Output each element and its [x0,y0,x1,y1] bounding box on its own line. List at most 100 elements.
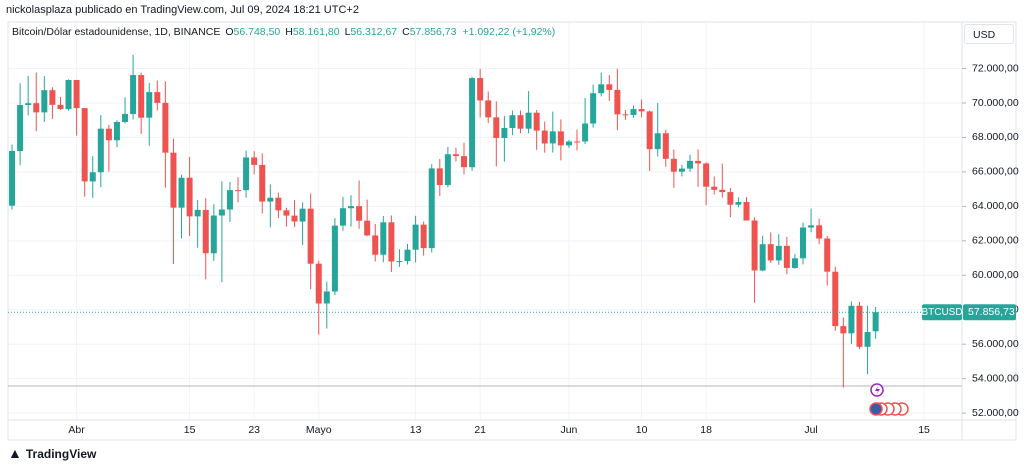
x-tick-label: Jun [560,424,577,436]
events [869,383,909,416]
candle-body [81,108,88,182]
y-tick-label: 60.000,00 [972,269,1019,281]
ohlc-key: C [402,26,410,38]
candle-body [444,154,451,186]
symbol: Bitcoin/Dólar estadounidense, 1D, BINANC… [12,26,221,38]
candle-body [25,103,32,106]
x-tick-label: Jul [804,424,817,436]
candle-body [452,154,459,157]
candle-body [630,109,637,115]
header: nickolasplaza publicado en TradingView.c… [6,4,359,16]
candle-body [477,78,484,101]
candle-body [751,220,758,271]
symbol-tag-text: BTCUSD [921,307,962,318]
candle-body [162,102,169,153]
candle-body [291,215,298,222]
candle-body [719,189,726,193]
candle-body [533,112,540,131]
ohlc-value: 58.161,80 [292,26,340,38]
candle-body [582,123,589,142]
candle-body [17,105,24,152]
brand: ▲ TradingView [8,445,97,461]
candle-body [695,160,702,164]
ohlc-key: O [225,26,234,38]
symbol-tag [922,304,962,321]
candle-body [436,168,443,186]
candle-body [194,209,201,217]
candle-body [41,90,48,113]
candle-body [89,172,96,182]
candle-body [412,224,419,250]
candle-body [832,271,839,327]
candle-body [243,157,250,191]
candle-body [315,263,322,304]
event-icon [869,402,883,416]
price-tag [963,304,1016,321]
candle-body [210,215,217,254]
x-tick-label: 21 [474,424,486,436]
candle-body [49,90,56,105]
candle-body [743,202,750,221]
candle-body [711,186,718,190]
candle-body [517,115,524,129]
candle-body [703,163,710,187]
change: +1.092,22 (+1,92%) [462,26,556,38]
candle-body [622,114,629,116]
candle-body [783,245,790,268]
candle-body [33,103,40,113]
candle-body [678,168,685,172]
brand-text: TradingView [25,447,97,461]
x-tick-label: Mayo [306,424,332,436]
y-tick-label: 70.000,00 [972,97,1019,109]
candle-body [525,112,532,129]
candle-body [331,225,338,292]
y-tick-label: 66.000,00 [972,166,1019,178]
candle-body [509,115,516,128]
y-tick-label: 72.000,00 [972,62,1019,74]
candle-body [122,114,129,122]
ohlc-key: L [344,26,351,38]
candle-body [226,190,233,210]
candle-body [791,258,798,268]
candle-body [105,128,112,141]
ohlc-value: 56.748,50 [233,26,281,38]
candle-body [138,75,145,118]
candle-body [461,156,468,168]
candle-body [307,208,314,264]
candle-body [735,202,742,205]
candle-body [283,210,290,216]
candle-body [654,133,661,150]
candle-body [541,130,548,144]
candle-body [170,152,177,208]
candle-body [73,80,80,109]
candle-body [638,109,645,112]
candle-body [687,160,694,169]
currency-button[interactable]: USD [964,24,1014,44]
ohlc-value: 56.312,67 [350,26,398,38]
candle-body [848,305,855,334]
candle-body [154,92,161,103]
x-tick-label: Abr [68,424,85,436]
candle-body [130,75,137,115]
candle-body [775,245,782,261]
y-tick-label: 62.000,00 [972,235,1019,247]
candle-body [404,249,411,262]
price-tag-text: 57.856,73 [968,306,1015,318]
candle-body [646,111,653,150]
ohlc-value: 57.856,73 [409,26,457,38]
candle-body [614,89,621,115]
candle-body [356,206,363,221]
candle-body [235,190,242,192]
candle-body [267,197,274,202]
candle-body [485,100,492,118]
y-tick-label: 56.000,00 [972,338,1019,350]
x-tick-label: 18 [700,424,712,436]
x-tick-label: 13 [410,424,422,436]
candle-body [501,127,508,138]
candle-body [364,220,371,236]
event-icon [875,386,880,395]
candle-body [178,177,185,208]
candle-body [9,151,16,206]
